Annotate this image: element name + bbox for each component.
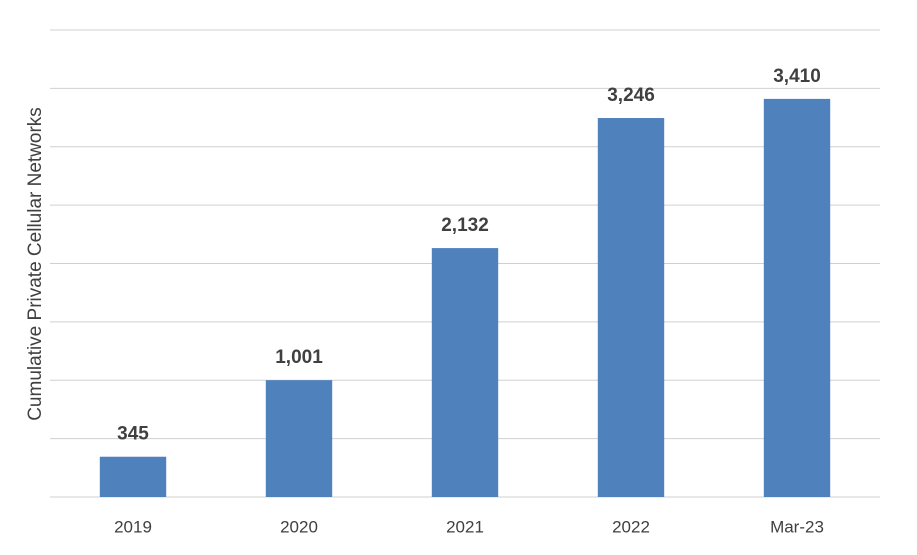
bar [265,380,333,497]
x-tick-label: 2022 [612,517,650,536]
bar [431,248,499,497]
bar [763,98,831,497]
data-label: 3,410 [773,66,821,87]
bar [99,456,167,497]
data-label: 3,246 [607,85,655,106]
x-tick-label: 2019 [114,517,152,536]
data-label: 2,132 [441,215,489,236]
x-tick-label: Mar-23 [770,517,824,536]
data-label: 1,001 [275,347,323,368]
x-tick-label: 2020 [280,517,318,536]
x-tick-label: 2021 [446,517,484,536]
data-label: 345 [117,424,149,445]
bar [597,118,665,497]
y-axis-label: Cumulative Private Cellular Networks [25,107,46,421]
